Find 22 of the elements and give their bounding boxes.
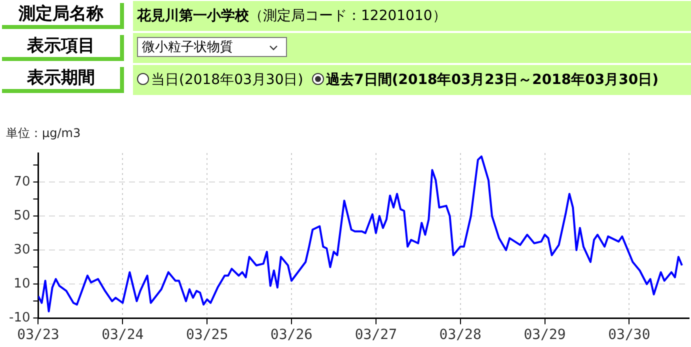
text: 微小粒子状物質	[142, 40, 233, 55]
x-tick-label: 03/29	[524, 327, 566, 344]
chart-title: 花見川第一小学校	[137, 8, 249, 24]
y-axis-title: 単位：μg/m3	[6, 125, 81, 142]
x-tick-label: 03/30	[608, 327, 650, 344]
x-tick-label: 03/26	[270, 327, 313, 344]
x-tick-label: 03/24	[102, 327, 144, 344]
x-tick-label: 03/28	[439, 327, 482, 344]
y-tick-label: 70	[14, 174, 30, 190]
x-tick-label: 03/25	[186, 327, 228, 344]
x-tick-label: 03/23	[17, 327, 60, 344]
text: 表示期間	[2, 67, 124, 93]
text: 過去7日間(2018年03月23日～2018年03月30日)	[326, 72, 658, 88]
chart-subtitle: （測定局コード：12201010）	[249, 8, 446, 24]
text: 表示項目	[2, 35, 124, 61]
y-tick-label: 50	[14, 208, 30, 224]
x-tick-label: 03/27	[354, 327, 398, 344]
text: 当日(2018年03月30日)	[151, 72, 304, 88]
y-tick-label: 10	[14, 276, 30, 292]
y-tick-label: 30	[14, 242, 30, 258]
text: 測定局名称	[2, 3, 124, 29]
y-tick-label: -10	[9, 310, 30, 326]
